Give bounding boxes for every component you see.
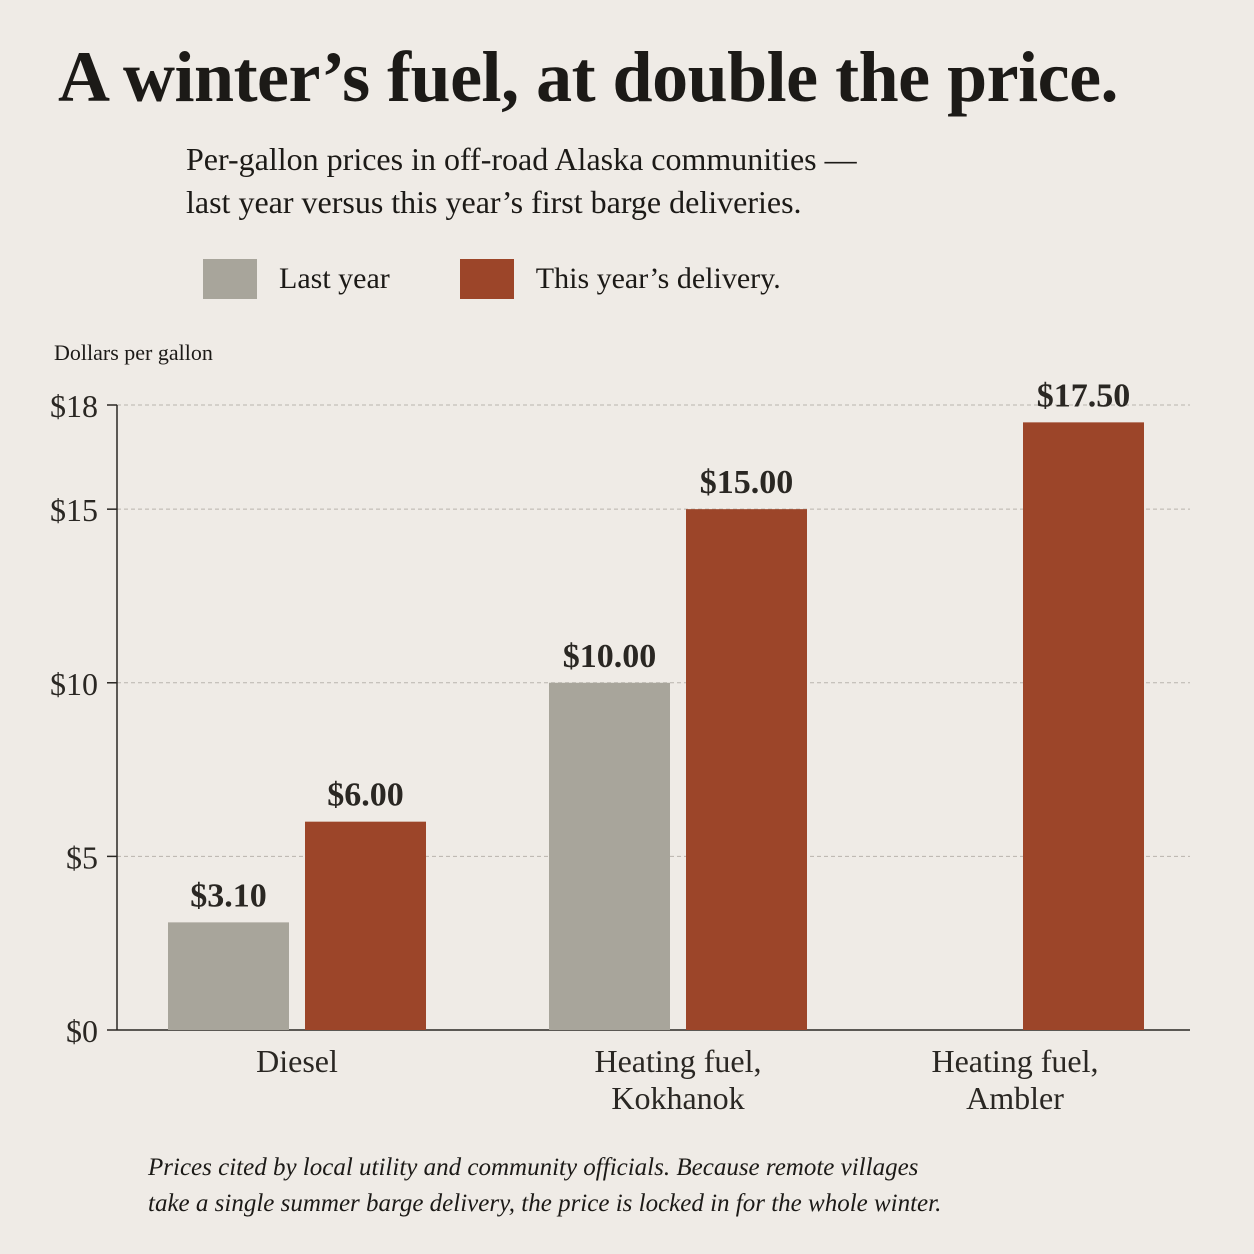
chart-subtitle: Per-gallon prices in off-road Alaska com… bbox=[186, 138, 1086, 224]
legend-label-this-year: This year’s delivery. bbox=[535, 262, 781, 295]
data-label: $15.00 bbox=[700, 464, 794, 501]
bar-this-year bbox=[1023, 422, 1144, 1031]
y-tick-label: $0 bbox=[66, 1013, 98, 1049]
data-label: $17.50 bbox=[1037, 377, 1131, 414]
y-axis-label: Dollars per gallon bbox=[54, 340, 213, 365]
x-category-label: Kokhanok bbox=[611, 1080, 744, 1116]
y-tick-label: $15 bbox=[50, 492, 98, 528]
bar-this-year bbox=[305, 821, 426, 1030]
data-label: $10.00 bbox=[563, 638, 657, 675]
x-category-label: Heating fuel, bbox=[931, 1043, 1098, 1079]
footnote-line-2: take a single summer barge delivery, the… bbox=[148, 1190, 942, 1217]
subtitle-line-1: Per-gallon prices in off-road Alaska com… bbox=[186, 141, 857, 177]
footnote: Prices cited by local utility and commun… bbox=[148, 1150, 1148, 1222]
footnote-line-1: Prices cited by local utility and commun… bbox=[148, 1154, 919, 1181]
bar-this-year bbox=[686, 509, 807, 1031]
x-category-label: Diesel bbox=[256, 1043, 338, 1079]
legend-item-this-year: This year’s delivery. bbox=[459, 259, 781, 299]
data-label: $3.10 bbox=[190, 877, 267, 914]
y-tick-label: $10 bbox=[50, 666, 98, 702]
y-tick-label: $5 bbox=[66, 839, 98, 875]
legend-swatch-this-year bbox=[459, 259, 514, 299]
x-category-label: Heating fuel, bbox=[594, 1043, 761, 1079]
x-category-label: Ambler bbox=[966, 1080, 1064, 1116]
legend-item-last-year: Last year bbox=[203, 259, 390, 299]
bar-last-year bbox=[168, 922, 289, 1030]
subtitle-line-2: last year versus this year’s first barge… bbox=[186, 184, 802, 220]
data-label: $6.00 bbox=[327, 777, 404, 814]
legend-swatch-last-year bbox=[203, 259, 257, 299]
legend-label-last-year: Last year bbox=[279, 262, 390, 295]
y-tick-label: $18 bbox=[50, 388, 98, 424]
legend: Last year This year’s delivery. bbox=[203, 258, 851, 300]
bar-last-year bbox=[549, 682, 670, 1030]
chart-title: A winter’s fuel, at double the price. bbox=[58, 37, 1119, 117]
